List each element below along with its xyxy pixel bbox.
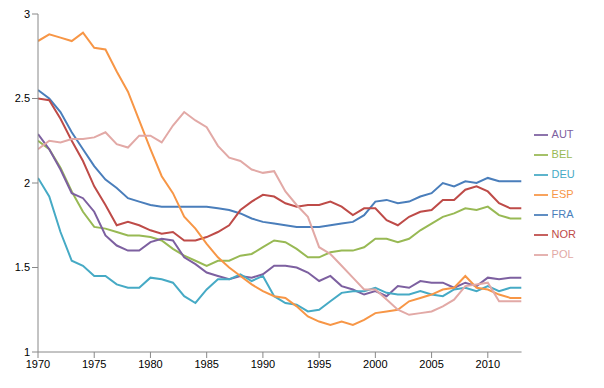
html-text:DEU: DEU <box>551 168 575 180</box>
svg-text:2010: 2010 <box>476 358 500 370</box>
html-text:FRA: FRA <box>551 208 574 220</box>
svg-text:1970: 1970 <box>26 358 50 370</box>
html-text:NOR: NOR <box>551 228 576 240</box>
svg-text:1995: 1995 <box>307 358 331 370</box>
svg-text:1: 1 <box>24 346 30 358</box>
svg-text:1.5: 1.5 <box>15 261 30 273</box>
svg-text:1980: 1980 <box>138 358 162 370</box>
svg-text:2000: 2000 <box>363 358 387 370</box>
html-text:BEL: BEL <box>551 148 573 160</box>
svg-text:1985: 1985 <box>194 358 218 370</box>
html-text:AUT: AUT <box>551 128 574 140</box>
html-text:POL: POL <box>551 248 574 260</box>
svg-text:3: 3 <box>24 8 30 20</box>
svg-text:2005: 2005 <box>419 358 443 370</box>
svg-text:2.5: 2.5 <box>15 92 30 104</box>
svg-text:1975: 1975 <box>82 358 106 370</box>
html-text:ESP: ESP <box>551 188 574 200</box>
svg-text:2: 2 <box>24 177 30 189</box>
svg-text:1990: 1990 <box>251 358 275 370</box>
